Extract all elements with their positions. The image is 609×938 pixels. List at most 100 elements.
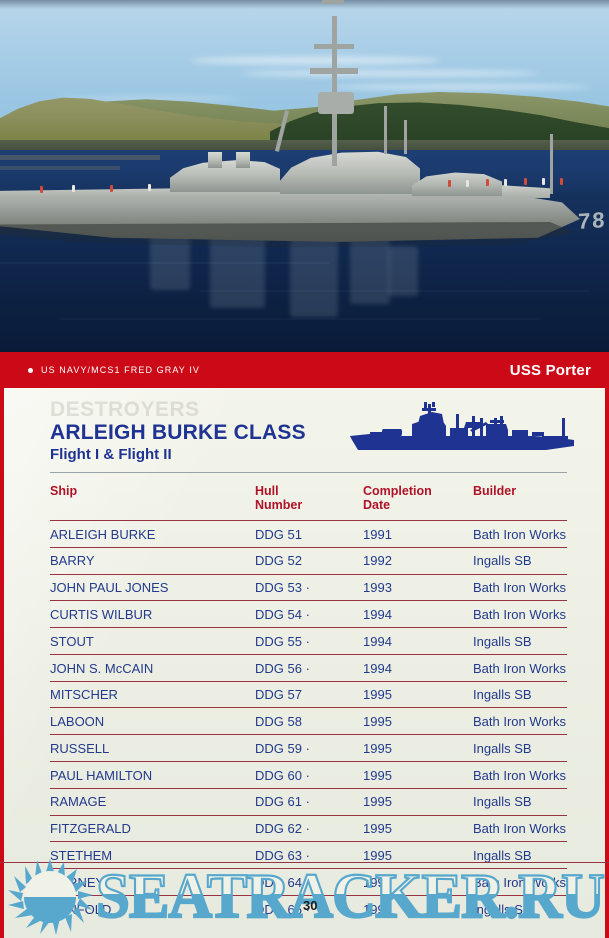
cell-completion-date: 1996 bbox=[363, 894, 473, 922]
cell-ship: BARRY bbox=[50, 546, 255, 575]
cell-builder: Ingalls SB bbox=[473, 546, 567, 575]
cell-ship: JOHN PAUL JONES bbox=[50, 573, 255, 601]
pier bbox=[0, 166, 120, 170]
photo-top-shadow bbox=[0, 0, 609, 9]
table-row: CARNEY DDG 64 · 1996 Bath Iron Works bbox=[50, 868, 567, 896]
cell-completion-date: 1991 bbox=[363, 520, 473, 548]
hero-photo: 78 bbox=[0, 0, 609, 352]
cell-ship: CARNEY bbox=[50, 868, 255, 896]
ship-class-table: Ship Hull Number Completion Date Builder bbox=[50, 478, 567, 922]
cell-ship: STETHEM bbox=[50, 841, 255, 869]
destroyer-photo-subject: 78 bbox=[0, 0, 609, 260]
cell-hull-number: DDG 53 · bbox=[255, 573, 363, 601]
cell-hull-number: DDG 55 · bbox=[255, 627, 363, 655]
table-body: ARLEIGH BURKE DDG 51 1991 Bath Iron Works BA… bbox=[50, 520, 567, 922]
cloud-streak bbox=[60, 96, 240, 101]
cell-completion-date: 1995 bbox=[363, 761, 473, 789]
cell-ship: JOHN S. McCAIN bbox=[50, 653, 255, 682]
cell-hull-number: DDG 65 · bbox=[255, 894, 363, 922]
table-row: CURTIS WILBUR DDG 54 · 1994 Bath Iron Works bbox=[50, 600, 567, 628]
table-row: FITZGERALD DDG 62 · 1995 Bath Iron Works bbox=[50, 814, 567, 842]
cloud-streak bbox=[190, 56, 440, 65]
cell-completion-date: 1995 bbox=[363, 814, 473, 842]
photo-ship-name: USS Porter bbox=[509, 361, 591, 379]
antenna bbox=[404, 120, 407, 154]
photo-credit-text: US NAVY/MCS1 FRED GRAY IV bbox=[41, 365, 201, 375]
cell-hull-number: DDG 63 · bbox=[255, 841, 363, 869]
cell-ship: MITSCHER bbox=[50, 680, 255, 708]
section-heading-block: ARLEIGH BURKE CLASS Flight I & Flight II bbox=[50, 421, 306, 464]
cell-builder: Ingalls SB bbox=[473, 734, 567, 762]
heading-divider bbox=[50, 472, 567, 473]
cell-builder: Ingalls SB bbox=[473, 787, 567, 816]
cell-builder: Bath Iron Works bbox=[473, 707, 567, 735]
cell-hull-number: DDG 54 · bbox=[255, 600, 363, 628]
page-subtitle: Flight I & Flight II bbox=[50, 446, 172, 464]
destroyer-silhouette-icon bbox=[346, 402, 578, 458]
ship-hull-shadow bbox=[0, 222, 574, 248]
cell-completion-date: 1995 bbox=[363, 680, 473, 708]
forward-superstructure bbox=[170, 160, 280, 192]
cell-builder: Bath Iron Works bbox=[473, 600, 567, 628]
cell-builder: Bath Iron Works bbox=[473, 814, 567, 842]
cell-builder: Ingalls SB bbox=[473, 680, 567, 708]
table-row: JOHN S. McCAIN DDG 56 · 1994 Bath Iron Work… bbox=[50, 653, 567, 682]
radar-array bbox=[318, 92, 354, 114]
cloud-streak bbox=[330, 84, 590, 90]
cell-completion-date: 1995 bbox=[363, 707, 473, 735]
cell-completion-date: 1994 bbox=[363, 600, 473, 628]
mast-top-antenna bbox=[322, 0, 344, 4]
table-row: PAUL HAMILTON DDG 60 · 1995 Bath Iron Works bbox=[50, 761, 567, 789]
cell-builder: Bath Iron Works bbox=[473, 520, 567, 548]
cell-ship: ARLEIGH BURKE bbox=[50, 520, 255, 548]
column-header-ship: Ship bbox=[50, 484, 78, 498]
table-row: JOHN PAUL JONES DDG 53 · 1993 Bath Iron Wor… bbox=[50, 573, 567, 601]
pier bbox=[0, 155, 160, 160]
cell-builder: Ingalls SB bbox=[473, 894, 567, 922]
table-row: BARRY DDG 52 1992 Ingalls SB bbox=[50, 546, 567, 575]
cell-hull-number: DDG 56 · bbox=[255, 653, 363, 682]
cell-ship: PAUL HAMILTON bbox=[50, 761, 255, 789]
cell-ship: STOUT bbox=[50, 627, 255, 655]
cell-builder: Bath Iron Works bbox=[473, 573, 567, 601]
bullet-dot-icon bbox=[28, 367, 33, 373]
cell-hull-number: DDG 58 bbox=[255, 707, 363, 735]
photo-caption-bar: US NAVY/MCS1 FRED GRAY IV USS Porter bbox=[0, 352, 609, 388]
cell-completion-date: 1995 bbox=[363, 734, 473, 762]
column-header-builder: Builder bbox=[473, 484, 517, 498]
page-title: ARLEIGH BURKE CLASS bbox=[50, 421, 306, 444]
hull-number-on-bow: 78 bbox=[577, 207, 606, 234]
cell-completion-date: 1995 bbox=[363, 787, 473, 816]
table-row: LABOON DDG 58 1995 Bath Iron Works bbox=[50, 707, 567, 735]
table-header-row: Ship Hull Number Completion Date Builder bbox=[50, 478, 567, 521]
cell-hull-number: DDG 61 · bbox=[255, 787, 363, 816]
cell-hull-number: DDG 62 · bbox=[255, 814, 363, 842]
cell-builder: Ingalls SB bbox=[473, 841, 567, 869]
aft-superstructure bbox=[412, 172, 502, 196]
antenna bbox=[384, 106, 387, 154]
cell-hull-number: DDG 51 bbox=[255, 520, 363, 548]
cell-builder: Bath Iron Works bbox=[473, 653, 567, 682]
main-mast bbox=[332, 16, 337, 166]
cell-ship: CURTIS WILBUR bbox=[50, 600, 255, 628]
cell-hull-number: DDG 52 bbox=[255, 546, 363, 575]
mast-yardarm bbox=[314, 44, 354, 49]
cell-ship: LABOON bbox=[50, 707, 255, 735]
funnel bbox=[208, 152, 222, 168]
cell-hull-number: DDG 60 · bbox=[255, 761, 363, 789]
cell-completion-date: 1996 bbox=[363, 868, 473, 896]
mast-yardarm bbox=[310, 68, 358, 74]
cell-ship: FITZGERALD bbox=[50, 814, 255, 842]
cell-completion-date: 1993 bbox=[363, 573, 473, 601]
cell-completion-date: 1995 bbox=[363, 841, 473, 869]
cell-builder: Bath Iron Works bbox=[473, 868, 567, 896]
content-sheet: DESTROYERS ARLEIGH BURKE CLASS Flight I … bbox=[0, 388, 609, 938]
column-header-hull-number: Hull Number bbox=[255, 484, 303, 512]
stern-antenna bbox=[550, 134, 553, 194]
cell-completion-date: 1992 bbox=[363, 546, 473, 575]
table-row: RAMAGE DDG 61 · 1995 Ingalls SB bbox=[50, 787, 567, 816]
bottom-divider bbox=[0, 862, 609, 863]
cell-hull-number: DDG 64 · bbox=[255, 868, 363, 896]
table-row: MITSCHER DDG 57 1995 Ingalls SB bbox=[50, 680, 567, 708]
